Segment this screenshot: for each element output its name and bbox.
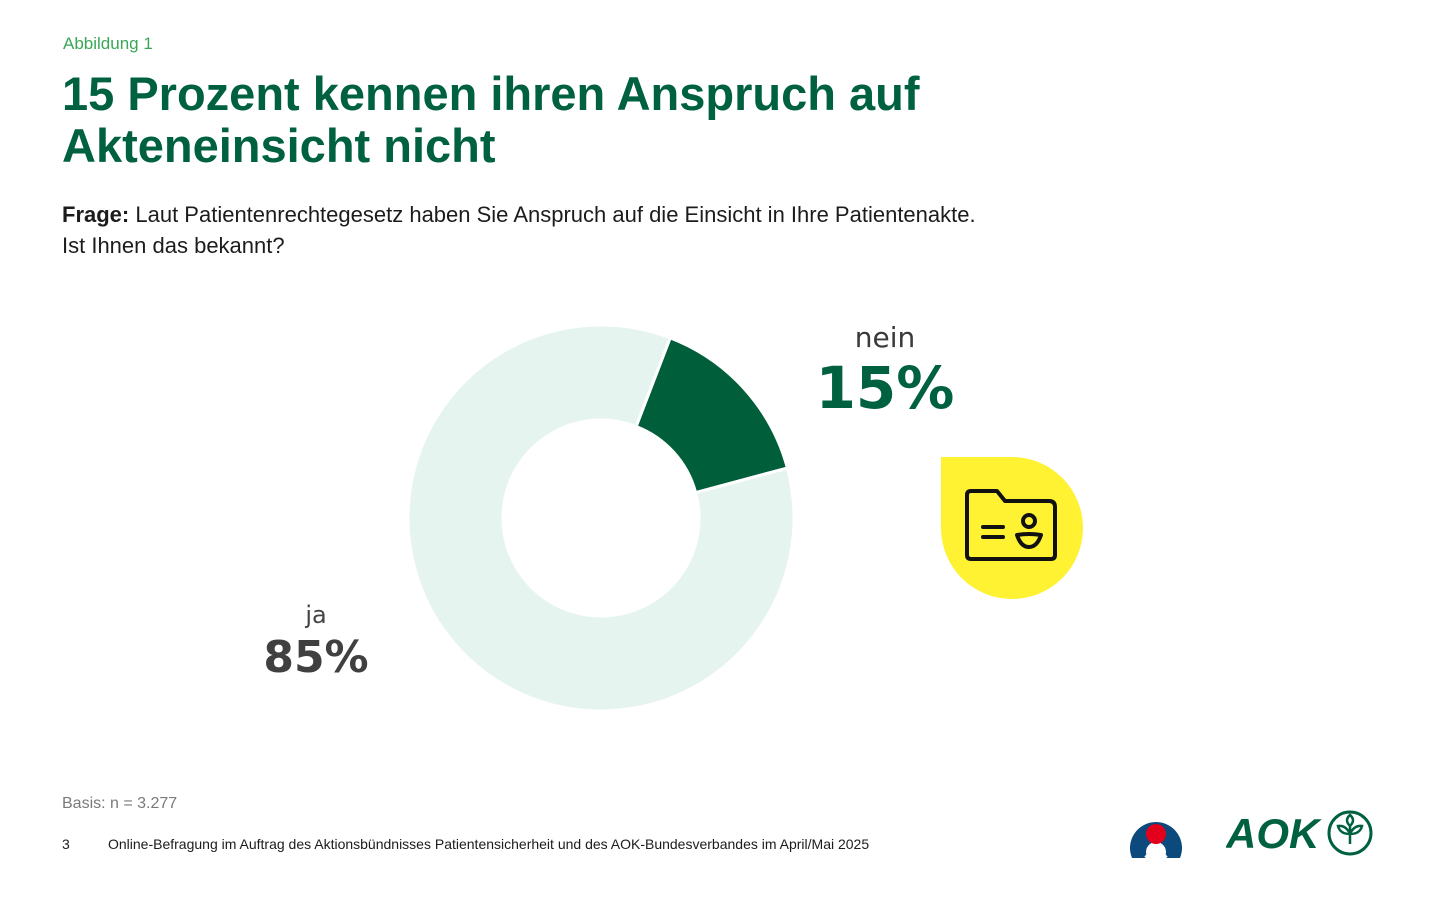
page-number: 3 (62, 836, 70, 852)
patient-file-icon (965, 489, 1057, 561)
title-line-1: 15 Prozent kennen ihren Anspruch auf (62, 67, 920, 120)
slice-value-ja: 85% (263, 632, 369, 683)
source-note: Online-Befragung im Auftrag des Aktionsb… (108, 836, 870, 852)
sample-basis: Basis: n = 3.277 (62, 795, 178, 812)
donut-slice-ja (406, 323, 796, 713)
title-line-2: Akteneinsicht nicht (62, 119, 496, 172)
slice-value-nein: 15% (815, 354, 955, 422)
slice-label-ja: ja 85% (216, 598, 416, 684)
question-text-1: Laut Patientenrechtegesetz haben Sie Ans… (129, 202, 976, 227)
page-title: 15 Prozent kennen ihren Anspruch auf Akt… (62, 68, 1062, 172)
survey-question: Frage: Laut Patientenrechtegesetz haben … (62, 199, 1262, 261)
question-line-1: Frage: Laut Patientenrechtegesetz haben … (62, 199, 1262, 230)
slice-name-ja: ja (305, 601, 327, 629)
aok-logo: AOK (1226, 810, 1373, 857)
slice-name-nein: nein (854, 321, 916, 354)
question-line-2: Ist Ihnen das bekannt? (62, 233, 285, 258)
aok-logo-text: AOK (1226, 810, 1322, 857)
donut-slices (406, 323, 796, 713)
question-prefix: Frage: (62, 202, 130, 227)
figure-label: Abbildung 1 (63, 34, 153, 53)
slice-label-nein: nein 15% (785, 321, 985, 421)
patientensicherheit-logo (1130, 822, 1182, 860)
patient-file-badge (941, 457, 1083, 599)
